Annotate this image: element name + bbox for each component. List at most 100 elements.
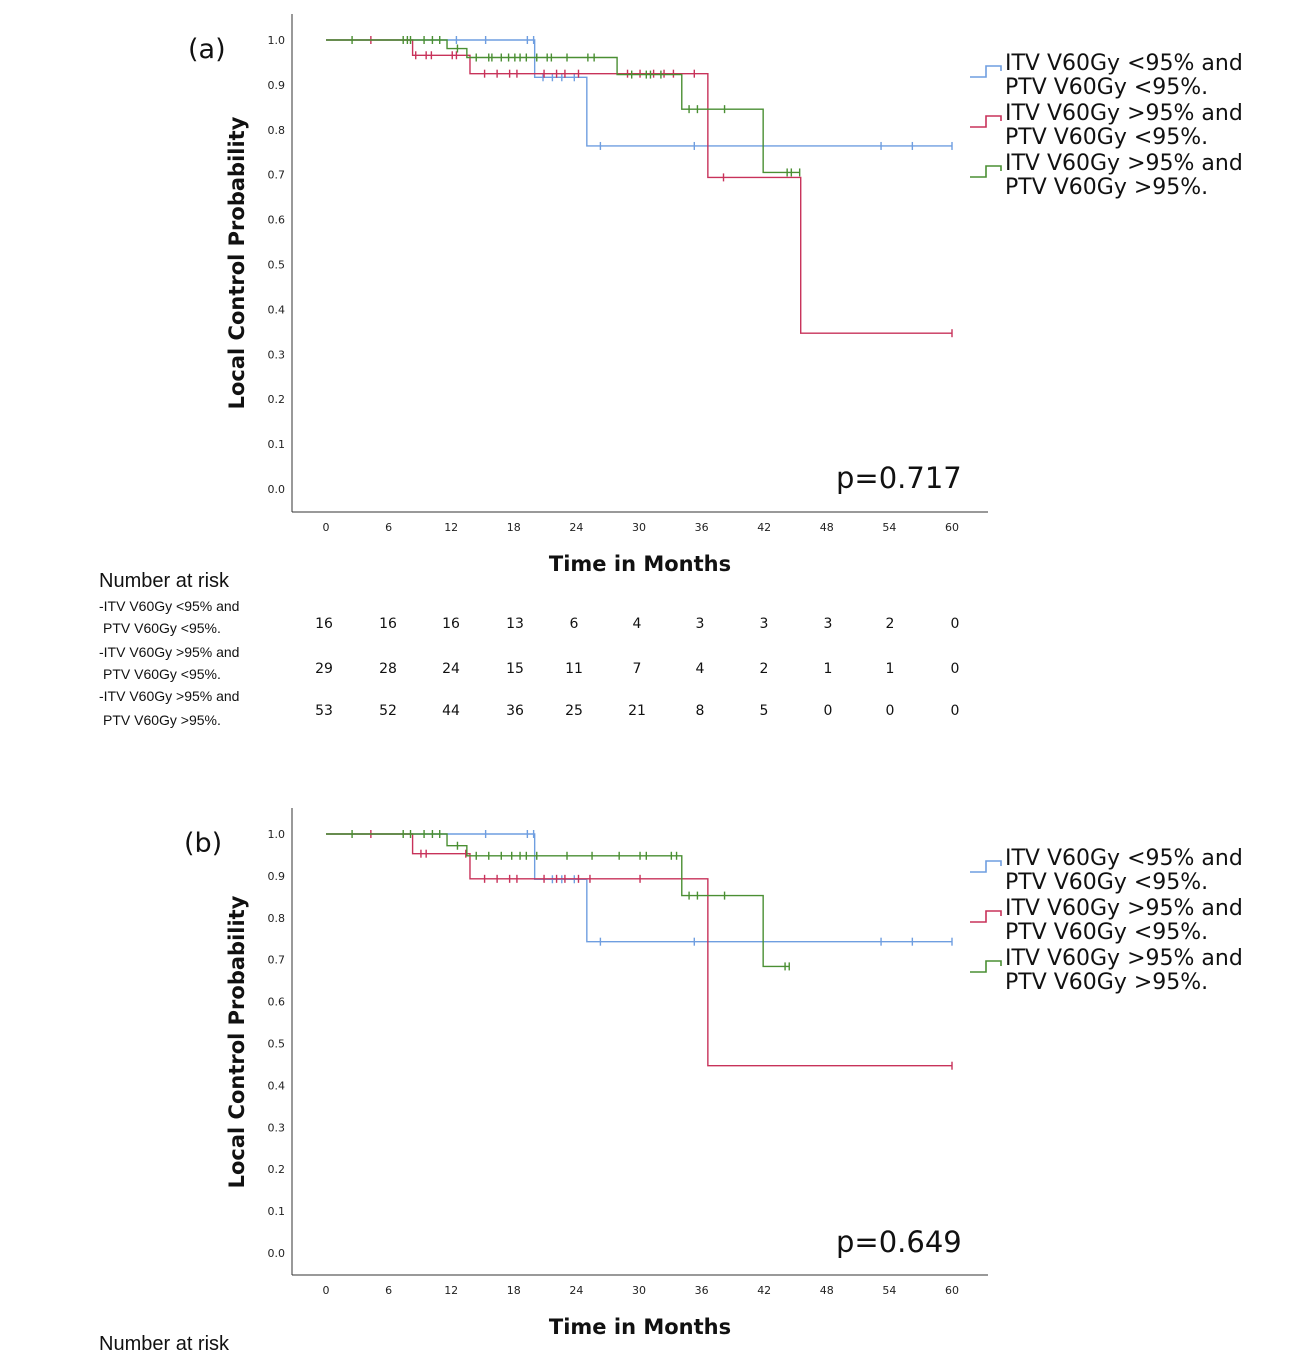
y-tick-label-b: 0.5 (268, 1038, 286, 1051)
risk-cell: 7 (633, 661, 642, 677)
panel-b: (b) 0.0 0.1 0.2 0.3 0.4 0.5 0.6 0.7 0.8 0.9 1.0 0 6… (184, 808, 1243, 1339)
y-tick-label-b: 0.8 (268, 912, 286, 925)
risk-cell: 0 (951, 616, 960, 632)
x-tick-label-b: 30 (632, 1284, 646, 1297)
plot-area-a (326, 36, 953, 338)
y-tick-label-a: 0.8 (268, 124, 286, 137)
risk-cell: 29 (315, 661, 333, 677)
y-tick-label-b: 0.6 (268, 996, 286, 1009)
panel-a: (a) 0.0 0.1 0.2 0.3 0.4 0.5 0.6 0.7 0.8 0.9 1.0 0 6… (188, 14, 1243, 576)
risk-cell: 24 (442, 661, 460, 677)
series-itv-lt95-ptv-lt95-b (326, 830, 953, 946)
x-tick-label-b: 6 (385, 1284, 392, 1297)
x-tick-label-a: 24 (569, 521, 583, 534)
legend-label-3-a-line1: ITV V60Gy >95% and (1005, 151, 1243, 176)
y-axis-b: 0.0 0.1 0.2 0.3 0.4 0.5 0.6 0.7 0.8 0.9 1.0 (268, 808, 293, 1275)
x-tick-label-b: 42 (757, 1284, 771, 1297)
x-tick-label-b: 54 (882, 1284, 896, 1297)
risk-cell: 36 (506, 703, 524, 719)
legend-b: ITV V60Gy <95% and PTV V60Gy <95%. ITV V… (970, 846, 1243, 995)
risk-cell: 4 (633, 616, 642, 632)
y-axis-title-a: Local Control Probability (225, 116, 249, 409)
x-tick-label-a: 60 (945, 521, 959, 534)
x-tick-label-a: 6 (385, 521, 392, 534)
risk-cell: 28 (379, 661, 397, 677)
risk-cell: 8 (696, 703, 705, 719)
x-tick-label-b: 36 (695, 1284, 709, 1297)
x-tick-label-b: 48 (820, 1284, 834, 1297)
panel-label-a: (a) (188, 34, 226, 65)
panel-label-b: (b) (184, 828, 222, 859)
y-tick-label-b: 0.4 (268, 1079, 286, 1092)
y-tick-label-a: 0.2 (268, 393, 286, 406)
legend-label-3-a-line2: PTV V60Gy >95%. (1005, 175, 1208, 200)
legend-label-3-b-line1: ITV V60Gy >95% and (1005, 946, 1243, 971)
y-tick-label-b: 0.9 (268, 870, 286, 883)
legend-label-2-b-line2: PTV V60Gy <95%. (1005, 920, 1208, 945)
risk-cell: 4 (696, 661, 705, 677)
y-tick-label-a: 0.3 (268, 348, 286, 361)
y-tick-label-b: 1.0 (268, 828, 286, 841)
x-axis-title-a: Time in Months (549, 552, 731, 576)
x-tick-label-a: 54 (882, 521, 896, 534)
legend-label-2-a-line2: PTV V60Gy <95%. (1005, 125, 1208, 150)
x-tick-label-a: 0 (323, 521, 330, 534)
y-tick-label-b: 0.2 (268, 1163, 286, 1176)
survival-curve-itv-gt95-ptv-lt95-b (326, 833, 952, 1067)
y-tick-label-a: 0.4 (268, 303, 286, 316)
risk-cell: 1 (824, 661, 833, 677)
y-tick-label-b: 0.7 (268, 954, 286, 967)
risk-cell: 3 (760, 616, 769, 632)
risk-cell: 21 (628, 703, 646, 719)
legend-swatch-3-a (970, 165, 1002, 178)
legend-label-2-a-line1: ITV V60Gy >95% and (1005, 101, 1243, 126)
y-axis-title-b: Local Control Probability (225, 895, 249, 1188)
risk-table-title-b: Number at risk (99, 1333, 230, 1350)
risk-row-label-1-line1: -ITV V60Gy <95% and (99, 598, 239, 614)
p-value-b: p=0.649 (836, 1225, 962, 1259)
risk-cell: 2 (760, 661, 769, 677)
x-tick-label-b: 24 (569, 1284, 583, 1297)
y-tick-label-b: 0.3 (268, 1121, 286, 1134)
x-tick-label-b: 60 (945, 1284, 959, 1297)
legend-item-2-a: ITV V60Gy >95% and PTV V60Gy <95%. (970, 101, 1243, 150)
risk-table-a: Number at risk -ITV V60Gy <95% and PTV V… (99, 570, 959, 728)
x-tick-label-b: 12 (444, 1284, 458, 1297)
legend-item-2-b: ITV V60Gy >95% and PTV V60Gy <95%. (970, 896, 1243, 945)
survival-curve-itv-lt95-ptv-lt95-b (326, 833, 952, 943)
risk-cell: 2 (886, 616, 895, 632)
risk-table-title-a: Number at risk (99, 570, 230, 592)
legend-label-1-b-line1: ITV V60Gy <95% and (1005, 846, 1243, 871)
risk-cell: 15 (506, 661, 524, 677)
risk-table-values: 16 16 16 13 6 4 3 3 3 2 029 28 24 15 11 7 4 2 1 1 053 52 44 36 2… (315, 616, 959, 719)
risk-cell: 5 (760, 703, 769, 719)
legend-label-3-b-line2: PTV V60Gy >95%. (1005, 970, 1208, 995)
risk-cell: 0 (951, 661, 960, 677)
y-tick-label-b: 0.0 (268, 1247, 286, 1260)
series-itv-gt95-ptv-lt95-b (326, 830, 953, 1070)
x-tick-label-a: 42 (757, 521, 771, 534)
risk-cell: 1 (886, 661, 895, 677)
survival-curve-itv-lt95-ptv-lt95-a (326, 39, 952, 147)
risk-row-label-3-line2: PTV V60Gy >95%. (103, 712, 221, 728)
x-tick-label-b: 18 (507, 1284, 521, 1297)
legend-swatch-2-b (970, 910, 1002, 923)
risk-row-label-1-line2: PTV V60Gy <95%. (103, 620, 221, 636)
risk-cell: 52 (379, 703, 397, 719)
y-tick-label-b: 0.1 (268, 1205, 286, 1218)
survival-curve-itv-gt95-ptv-gt95-a (326, 39, 800, 174)
legend-item-1-a: ITV V60Gy <95% and PTV V60Gy <95%. (970, 51, 1243, 100)
risk-cell: 6 (570, 616, 579, 632)
y-axis-a: 0.0 0.1 0.2 0.3 0.4 0.5 0.6 0.7 0.8 0.9 1.0 (268, 14, 293, 512)
y-tick-label-a: 1.0 (268, 34, 286, 47)
risk-cell: 25 (565, 703, 583, 719)
legend-swatch-3-b (970, 960, 1002, 973)
risk-row-label-2-line2: PTV V60Gy <95%. (103, 666, 221, 682)
series-itv-gt95-ptv-gt95-b (326, 830, 790, 971)
x-axis-a: 0 6 12 18 24 30 36 42 48 54 60 (292, 511, 988, 534)
y-tick-label-a: 0.5 (268, 259, 286, 272)
legend-label-1-b-line2: PTV V60Gy <95%. (1005, 870, 1208, 895)
legend-swatch-1-b (970, 860, 1002, 873)
y-tick-label-a: 0.7 (268, 169, 286, 182)
